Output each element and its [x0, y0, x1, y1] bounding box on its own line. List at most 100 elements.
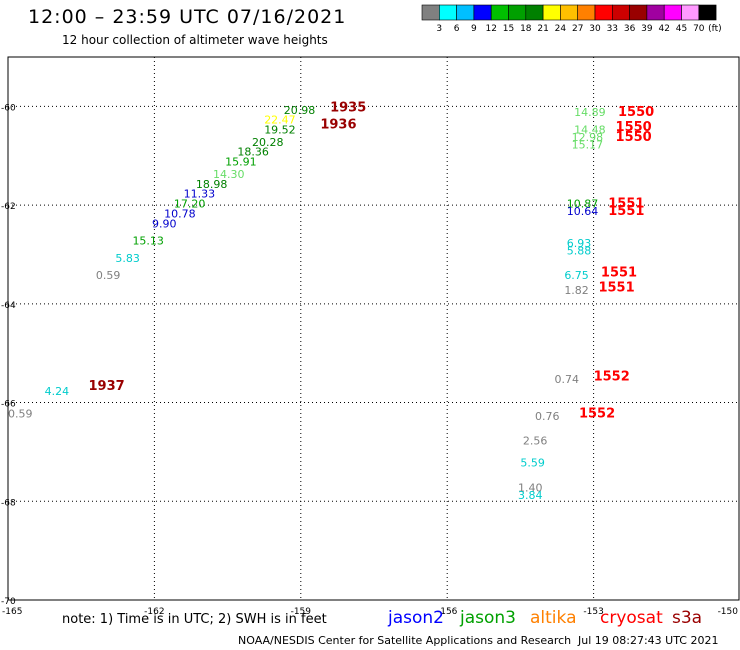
- colorbar-swatch: [698, 4, 717, 21]
- swh-data-label: 10.87: [567, 198, 599, 211]
- pass-time-label: 1550: [618, 105, 654, 120]
- colorbar-tick-label: 6: [454, 24, 460, 34]
- colorbar-tick-label: 42: [658, 24, 669, 34]
- swh-data-label: 14.89: [574, 106, 606, 119]
- x-tick-label: -165: [2, 607, 22, 617]
- colorbar-swatch: [663, 4, 682, 21]
- chart-subtitle: 12 hour collection of altimeter wave hei…: [62, 33, 328, 47]
- colorbar-swatch: [542, 4, 561, 21]
- swh-data-label: 0.59: [96, 269, 121, 282]
- colorbar-swatch: [421, 4, 440, 21]
- swh-data-label: 18.36: [237, 146, 268, 159]
- x-tick-label: -150: [718, 607, 739, 617]
- satellite-legend-altika: altika: [530, 608, 577, 628]
- colorbar-tick-label: 30: [589, 24, 601, 34]
- pass-time-label: 1552: [594, 369, 630, 384]
- swh-data-label: 6.75: [564, 269, 589, 282]
- pass-time-label: 1550: [616, 120, 652, 135]
- pass-time-label: 1551: [608, 204, 644, 219]
- colorbar-tick-label: 36: [624, 24, 636, 34]
- swh-data-label: 14.30: [213, 168, 245, 181]
- colorbar-tick-label: 45: [676, 24, 687, 34]
- swh-data-label: 11.33: [184, 188, 216, 201]
- colorbar-swatch: [560, 4, 579, 21]
- colorbar-swatch: [629, 4, 648, 21]
- y-tick-label: -64: [1, 301, 16, 311]
- swh-data-label: 15.91: [225, 156, 257, 169]
- swh-data-label: 15.13: [132, 235, 164, 248]
- pass-time-label: 1550: [616, 130, 652, 145]
- colorbar-tick-label: 18: [520, 24, 532, 34]
- satellite-legend-s3a: s3a: [672, 608, 703, 628]
- footnote: note: 1) Time is in UTC; 2) SWH is in fe…: [62, 612, 327, 627]
- swh-data-label: 10.78: [164, 207, 196, 220]
- swh-data-label: 10.64: [567, 205, 599, 218]
- pass-time-label: 1552: [579, 406, 615, 421]
- colorbar-tick-label: 3: [436, 24, 442, 34]
- swh-data-label: 0.76: [535, 410, 560, 423]
- swh-data-label: 1.40: [518, 481, 543, 494]
- colorbar-tick-label: 27: [572, 24, 583, 34]
- swh-data-label: 2.56: [523, 435, 548, 448]
- colorbar-swatch: [456, 4, 475, 21]
- colorbar-tick-label: 12: [485, 24, 496, 34]
- colorbar-swatch: [594, 4, 613, 21]
- colorbar-swatch: [681, 4, 700, 21]
- swh-data-label: 9.90: [152, 217, 177, 230]
- chart-title: 12:00 – 23:59 UTC 07/16/2021: [28, 6, 347, 28]
- y-tick-label: -68: [1, 498, 16, 508]
- pass-time-label: 1936: [320, 118, 356, 133]
- swh-data-label: 5.83: [115, 252, 140, 265]
- pass-time-label: 1935: [330, 100, 366, 115]
- swh-data-label: 6.93: [567, 237, 592, 250]
- x-tick-label: -156: [437, 607, 458, 617]
- swh-data-label: 3.84: [518, 489, 543, 502]
- colorbar-swatch: [490, 4, 509, 21]
- swh-data-label: 1.82: [564, 284, 589, 297]
- y-tick-label: -66: [1, 400, 16, 410]
- colorbar-tick-label: 39: [641, 24, 653, 34]
- colorbar-tick-label: 33: [607, 24, 618, 34]
- swh-data-label: 5.88: [567, 244, 592, 257]
- swh-data-label: 18.98: [196, 178, 228, 191]
- colorbar-swatch: [577, 4, 596, 21]
- pass-time-label: 1551: [608, 197, 644, 212]
- y-tick-label: -60: [1, 103, 16, 113]
- satellite-legend-jason3: jason3: [460, 608, 516, 628]
- colorbar-tick-label: 24: [555, 24, 567, 34]
- y-tick-label: -70: [1, 597, 16, 607]
- colorbar-swatch: [438, 4, 457, 21]
- colorbar-tick-label: 21: [537, 24, 548, 34]
- colorbar-swatch: [525, 4, 544, 21]
- swh-data-label: 20.98: [284, 104, 316, 117]
- x-tick-label: -162: [144, 607, 164, 617]
- swh-data-label: 4.24: [45, 385, 70, 398]
- swh-data-label: 15.17: [572, 138, 604, 151]
- swh-data-label: 12.98: [572, 131, 604, 144]
- swh-data-label: 20.28: [252, 136, 284, 149]
- swh-data-label: 22.47: [264, 114, 296, 127]
- swh-data-label: 19.52: [264, 124, 296, 137]
- colorbar-tick-label: 15: [503, 24, 514, 34]
- colorbar-swatch: [473, 4, 492, 21]
- y-tick-label: -62: [1, 202, 16, 212]
- swh-data-label: 5.59: [520, 457, 545, 470]
- colorbar-swatch: [646, 4, 665, 21]
- x-tick-label: -159: [291, 607, 312, 617]
- x-tick-label: -153: [583, 607, 603, 617]
- colorbar-tick-label: 70: [693, 24, 705, 34]
- swh-data-label: 0.74: [555, 373, 580, 386]
- colorbar-unit: (ft): [708, 24, 722, 34]
- pass-time-label: 1551: [598, 280, 634, 295]
- colorbar-swatch: [611, 4, 630, 21]
- satellite-legend-cryosat: cryosat: [600, 608, 663, 628]
- colorbar-tick-label: 9: [471, 24, 477, 34]
- pass-time-label: 1937: [89, 379, 125, 394]
- colorbar-swatch: [508, 4, 527, 21]
- plot-frame: [7, 56, 740, 601]
- swh-data-label: 14.48: [574, 124, 606, 137]
- generation-timestamp: Jul 19 08:27:43 UTC 2021: [578, 634, 719, 647]
- pass-time-label: 1551: [601, 266, 637, 281]
